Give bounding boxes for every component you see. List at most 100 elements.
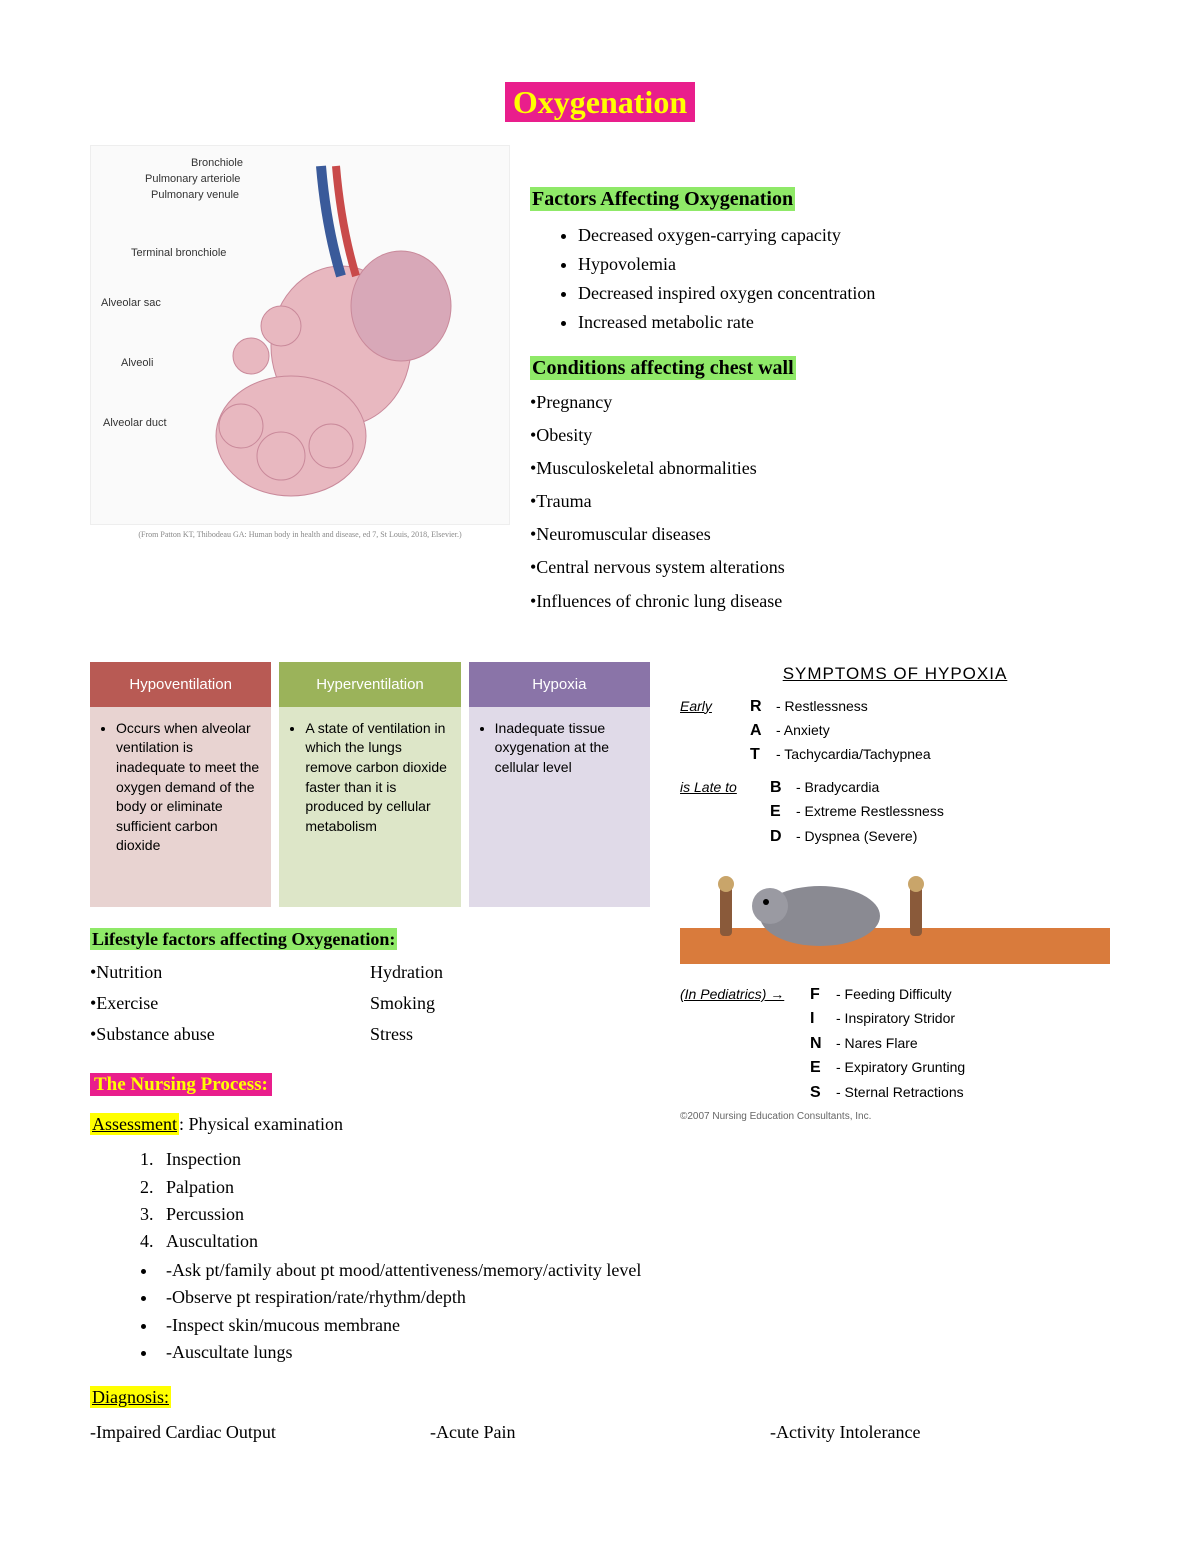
lifestyle-col1: •Nutrition •Exercise •Substance abuse bbox=[90, 960, 370, 1054]
card-text: Occurs when alveolar ventilation is inad… bbox=[116, 719, 261, 856]
anatomy-diagram-column: BronchiolePulmonary arteriolePulmonary v… bbox=[90, 145, 510, 622]
assessment-label: Assessment bbox=[90, 1113, 179, 1135]
diagnosis-row: -Impaired Cardiac Output-Acute Pain-Acti… bbox=[90, 1420, 1110, 1445]
hypoxia-line: D - Dyspnea (Severe) bbox=[680, 826, 1110, 848]
factors-heading: Factors Affecting Oxygenation bbox=[530, 187, 795, 211]
hypoxia-tag: Early bbox=[680, 697, 750, 717]
chestwall-list: •Pregnancy •Obesity •Musculoskeletal abnor… bbox=[530, 390, 1110, 614]
hypoxia-text: - Bradycardia bbox=[796, 778, 879, 798]
hypoxia-line: I - Inspiratory Stridor bbox=[680, 1008, 1110, 1030]
chestwall-heading-wrap: Conditions affecting chest wall bbox=[530, 354, 1110, 382]
hypoxia-letter: N bbox=[810, 1033, 836, 1055]
assessment-note: -Ask pt/family about pt mood/attentivene… bbox=[158, 1258, 650, 1283]
diagnosis-item: -Impaired Cardiac Output bbox=[90, 1420, 430, 1445]
card-text: A state of ventilation in which the lung… bbox=[305, 719, 450, 837]
chestwall-item: •Neuromuscular diseases bbox=[530, 522, 1110, 547]
hypoxia-letter: I bbox=[810, 1008, 836, 1030]
hypoxia-text: - Restlessness bbox=[776, 697, 868, 717]
hypoxia-peds-block: (In Pediatrics) →F - Feeding DifficultyI… bbox=[680, 984, 1110, 1104]
hypoxia-tag: (In Pediatrics) → bbox=[680, 985, 810, 1005]
hypoxia-letter: T bbox=[750, 744, 776, 766]
card-header: Hypoxia bbox=[469, 662, 650, 707]
chestwall-heading: Conditions affecting chest wall bbox=[530, 356, 796, 380]
assessment-step: Palpation bbox=[158, 1175, 650, 1200]
ventilation-cards: HypoventilationOccurs when alveolar vent… bbox=[90, 662, 650, 907]
assessment-step: Percussion bbox=[158, 1202, 650, 1227]
assessment-step: Auscultation bbox=[158, 1229, 650, 1254]
chestwall-item: •Obesity bbox=[530, 423, 1110, 448]
hypoxia-line: is Late toB - Bradycardia bbox=[680, 777, 1110, 799]
diagram-credit: (From Patton KT, Thibodeau GA: Human bod… bbox=[90, 529, 510, 540]
card-body: Inadequate tissue oxygenation at the cel… bbox=[469, 707, 650, 907]
page-title-row: Oxygenation bbox=[90, 80, 1110, 125]
lifestyle-item: Smoking bbox=[370, 991, 650, 1016]
lifestyle-item: Stress bbox=[370, 1022, 650, 1047]
card-header: Hyperventilation bbox=[279, 662, 460, 707]
diagnosis-label: Diagnosis: bbox=[90, 1386, 171, 1408]
lifestyle-item: Hydration bbox=[370, 960, 650, 985]
anatomy-label: Pulmonary arteriole bbox=[145, 172, 240, 187]
assessment-step: Inspection bbox=[158, 1147, 650, 1172]
lifestyle-item: •Substance abuse bbox=[90, 1022, 370, 1047]
hypoxia-text: - Nares Flare bbox=[836, 1034, 918, 1054]
card-body: A state of ventilation in which the lung… bbox=[279, 707, 460, 907]
assessment-note: -Auscultate lungs bbox=[158, 1340, 650, 1365]
assessment-bullets: -Ask pt/family about pt mood/attentivene… bbox=[90, 1258, 650, 1365]
hypoxia-late-block: is Late toB - BradycardiaE - Extreme Res… bbox=[680, 777, 1110, 848]
hypoxia-line: E - Extreme Restlessness bbox=[680, 801, 1110, 823]
lifestyle-item: •Nutrition bbox=[90, 960, 370, 985]
right-info-column: Factors Affecting Oxygenation Decreased … bbox=[530, 145, 1110, 622]
anatomy-label: Alveolar duct bbox=[103, 416, 167, 431]
hypoxia-text: - Extreme Restlessness bbox=[796, 802, 944, 822]
ventilation-card: HypoxiaInadequate tissue oxygenation at … bbox=[469, 662, 650, 907]
hypoxia-line: (In Pediatrics) →F - Feeding Difficulty bbox=[680, 984, 1110, 1006]
anatomy-label: Terminal bronchiole bbox=[131, 246, 226, 261]
hypoxia-letter: E bbox=[770, 801, 796, 823]
chestwall-item: •Pregnancy bbox=[530, 390, 1110, 415]
hypoxia-tag: is Late to bbox=[680, 778, 770, 798]
chestwall-item: •Musculoskeletal abnormalities bbox=[530, 456, 1110, 481]
hypoxia-title: SYMPTOMS OF HYPOXIA bbox=[680, 662, 1110, 686]
hypoxia-line: S - Sternal Retractions bbox=[680, 1082, 1110, 1104]
hypoxia-line: N - Nares Flare bbox=[680, 1033, 1110, 1055]
hypoxia-line: EarlyR - Restlessness bbox=[680, 696, 1110, 718]
factors-item: Hypovolemia bbox=[578, 252, 1110, 277]
hypoxia-letter: E bbox=[810, 1057, 836, 1079]
hypoxia-letter: A bbox=[750, 720, 776, 742]
factors-list: Decreased oxygen-carrying capacity Hypovo… bbox=[530, 223, 1110, 336]
middle-row: HypoventilationOccurs when alveolar vent… bbox=[90, 652, 1110, 1367]
anatomy-label: Alveoli bbox=[121, 356, 153, 371]
lifestyle-heading: Lifestyle factors affecting Oxygenation: bbox=[90, 928, 397, 950]
hypoxia-credit: ©2007 Nursing Education Consultants, Inc… bbox=[680, 1110, 1110, 1124]
factors-item: Decreased oxygen-carrying capacity bbox=[578, 223, 1110, 248]
hypoxia-line: A - Anxiety bbox=[680, 720, 1110, 742]
hypoxia-text: - Tachycardia/Tachypnea bbox=[776, 745, 931, 765]
factors-heading-wrap: Factors Affecting Oxygenation bbox=[530, 185, 1110, 213]
diagnosis-item: -Acute Pain bbox=[430, 1420, 770, 1445]
hypoxia-text: - Inspiratory Stridor bbox=[836, 1009, 955, 1029]
hypoxia-line: E - Expiratory Grunting bbox=[680, 1057, 1110, 1079]
factors-item: Increased metabolic rate bbox=[578, 310, 1110, 335]
card-body: Occurs when alveolar ventilation is inad… bbox=[90, 707, 271, 907]
hypoxia-line: T - Tachycardia/Tachypnea bbox=[680, 744, 1110, 766]
hypoxia-letter: R bbox=[750, 696, 776, 718]
assessment-text: : Physical examination bbox=[179, 1114, 343, 1134]
alveoli-diagram: BronchiolePulmonary arteriolePulmonary v… bbox=[90, 145, 510, 525]
hypoxia-letter: B bbox=[770, 777, 796, 799]
hypoxia-text: - Anxiety bbox=[776, 721, 830, 741]
ventilation-card: HypoventilationOccurs when alveolar vent… bbox=[90, 662, 271, 907]
assessment-line: Assessment: Physical examination bbox=[90, 1112, 650, 1137]
hypoxia-early-block: EarlyR - RestlessnessA - AnxietyT - Tach… bbox=[680, 696, 1110, 767]
diagnosis-item: -Activity Intolerance bbox=[770, 1420, 1110, 1445]
hypoxia-symptoms-box: SYMPTOMS OF HYPOXIA EarlyR - Restlessnes… bbox=[670, 652, 1110, 1124]
middle-right-column: SYMPTOMS OF HYPOXIA EarlyR - Restlessnes… bbox=[670, 652, 1110, 1367]
lifestyle-two-col: •Nutrition •Exercise •Substance abuse Hydr… bbox=[90, 960, 650, 1054]
factors-item: Decreased inspired oxygen concentration bbox=[578, 281, 1110, 306]
hypoxia-letter: F bbox=[810, 984, 836, 1006]
hypoxia-letter: S bbox=[810, 1082, 836, 1104]
hypoxia-illustration bbox=[680, 856, 1110, 976]
lifestyle-col2: Hydration Smoking Stress bbox=[370, 960, 650, 1054]
lifestyle-item: •Exercise bbox=[90, 991, 370, 1016]
ventilation-card: Hyperventilation A state of ventilation i… bbox=[279, 662, 460, 907]
anatomy-label: Bronchiole bbox=[191, 156, 243, 171]
